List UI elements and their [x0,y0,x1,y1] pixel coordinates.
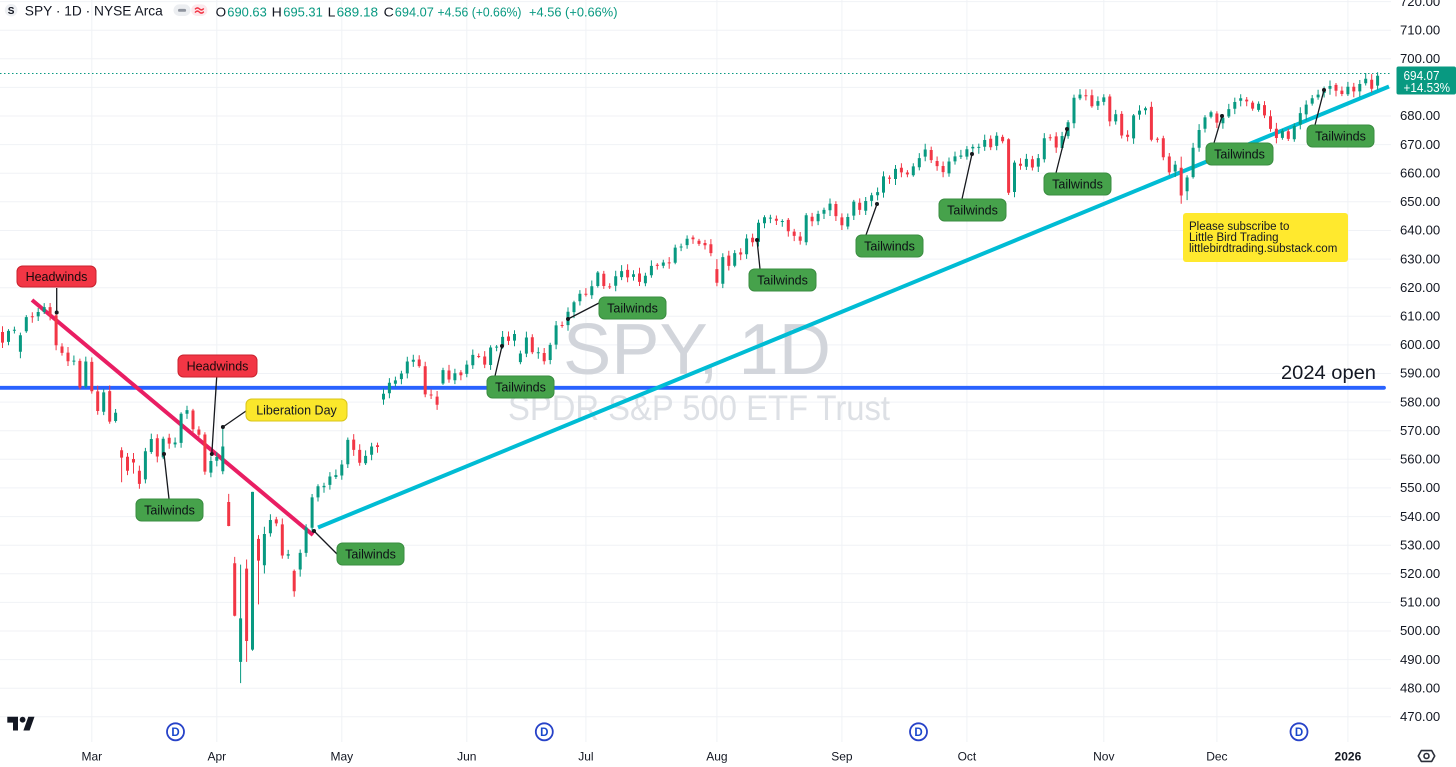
svg-text:Sep: Sep [831,750,853,764]
svg-text:Dec: Dec [1206,750,1227,764]
svg-text:Aug: Aug [706,750,727,764]
svg-text:Nov: Nov [1093,750,1114,764]
svg-text:520.00: 520.00 [1400,566,1440,581]
svg-text:Mar: Mar [81,750,102,764]
svg-text:C: C [384,4,394,19]
svg-text:710.00: 710.00 [1400,22,1440,37]
svg-text:Please subscribe to: Please subscribe to [1189,221,1289,233]
svg-text:Tailwinds: Tailwinds [345,547,396,561]
svg-text:Tailwinds: Tailwinds [495,380,546,394]
svg-text:2026: 2026 [1335,750,1362,764]
svg-text:540.00: 540.00 [1400,509,1440,524]
svg-text:+4.56 (+0.66%): +4.56 (+0.66%) [529,4,618,19]
svg-text:Jul: Jul [578,750,593,764]
svg-text:May: May [330,750,353,764]
svg-text:550.00: 550.00 [1400,480,1440,495]
svg-text:600.00: 600.00 [1400,337,1440,352]
svg-text:660.00: 660.00 [1400,165,1440,180]
svg-text:580.00: 580.00 [1400,394,1440,409]
svg-text:694.07: 694.07 [395,4,434,19]
svg-text:+14.53%: +14.53% [1404,81,1451,95]
svg-text:500.00: 500.00 [1400,623,1440,638]
svg-text:D: D [914,727,922,739]
svg-text:Apr: Apr [207,750,226,764]
svg-text:590.00: 590.00 [1400,366,1440,381]
svg-text:+4.56 (+0.66%): +4.56 (+0.66%) [438,4,522,19]
svg-text:L: L [328,4,336,19]
svg-text:695.31: 695.31 [283,4,323,19]
svg-text:Headwinds: Headwinds [26,270,88,284]
svg-text:530.00: 530.00 [1400,537,1440,552]
svg-text:H: H [272,4,282,19]
svg-text:Tailwinds: Tailwinds [144,503,195,517]
svg-text:SPY · 1D · NYSE Arca: SPY · 1D · NYSE Arca [25,3,163,19]
svg-text:littlebirdtrading.substack.com: littlebirdtrading.substack.com [1189,243,1337,255]
svg-text:680.00: 680.00 [1400,108,1440,123]
svg-text:570.00: 570.00 [1400,423,1440,438]
svg-text:640.00: 640.00 [1400,223,1440,238]
svg-text:620.00: 620.00 [1400,280,1440,295]
svg-text:Oct: Oct [958,750,977,764]
svg-text:610.00: 610.00 [1400,309,1440,324]
svg-text:Tailwinds: Tailwinds [1315,129,1366,143]
svg-text:700.00: 700.00 [1400,51,1440,66]
svg-text:480.00: 480.00 [1400,680,1440,695]
svg-text:S: S [8,6,15,17]
svg-text:720.00: 720.00 [1400,0,1440,9]
svg-text:D: D [1295,727,1303,739]
svg-text:O: O [216,4,227,19]
svg-text:Headwinds: Headwinds [187,359,249,373]
svg-text:D: D [171,727,179,739]
svg-text:694.07: 694.07 [1404,69,1440,83]
svg-text:689.18: 689.18 [337,4,379,19]
svg-text:Tailwinds: Tailwinds [864,239,915,253]
svg-text:510.00: 510.00 [1400,595,1440,610]
svg-text:630.00: 630.00 [1400,251,1440,266]
svg-text:SPY, 1D: SPY, 1D [563,310,831,390]
svg-text:Liberation Day: Liberation Day [256,403,337,417]
svg-text:Little Bird Trading: Little Bird Trading [1189,232,1279,244]
svg-text:SPDR S&P 500 ETF Trust: SPDR S&P 500 ETF Trust [508,389,890,428]
svg-text:Tailwinds: Tailwinds [947,203,998,217]
svg-text:470.00: 470.00 [1400,709,1440,724]
svg-text:Tailwinds: Tailwinds [1214,147,1265,161]
svg-text:Tailwinds: Tailwinds [1052,177,1103,191]
svg-text:Tailwinds: Tailwinds [757,273,808,287]
svg-text:Jun: Jun [457,750,476,764]
svg-text:670.00: 670.00 [1400,137,1440,152]
svg-text:490.00: 490.00 [1400,652,1440,667]
svg-text:560.00: 560.00 [1400,452,1440,467]
svg-text:690.63: 690.63 [227,4,266,19]
svg-text:2024 open: 2024 open [1281,363,1376,384]
svg-text:Tailwinds: Tailwinds [607,301,658,315]
svg-text:D: D [540,727,548,739]
svg-text:650.00: 650.00 [1400,194,1440,209]
